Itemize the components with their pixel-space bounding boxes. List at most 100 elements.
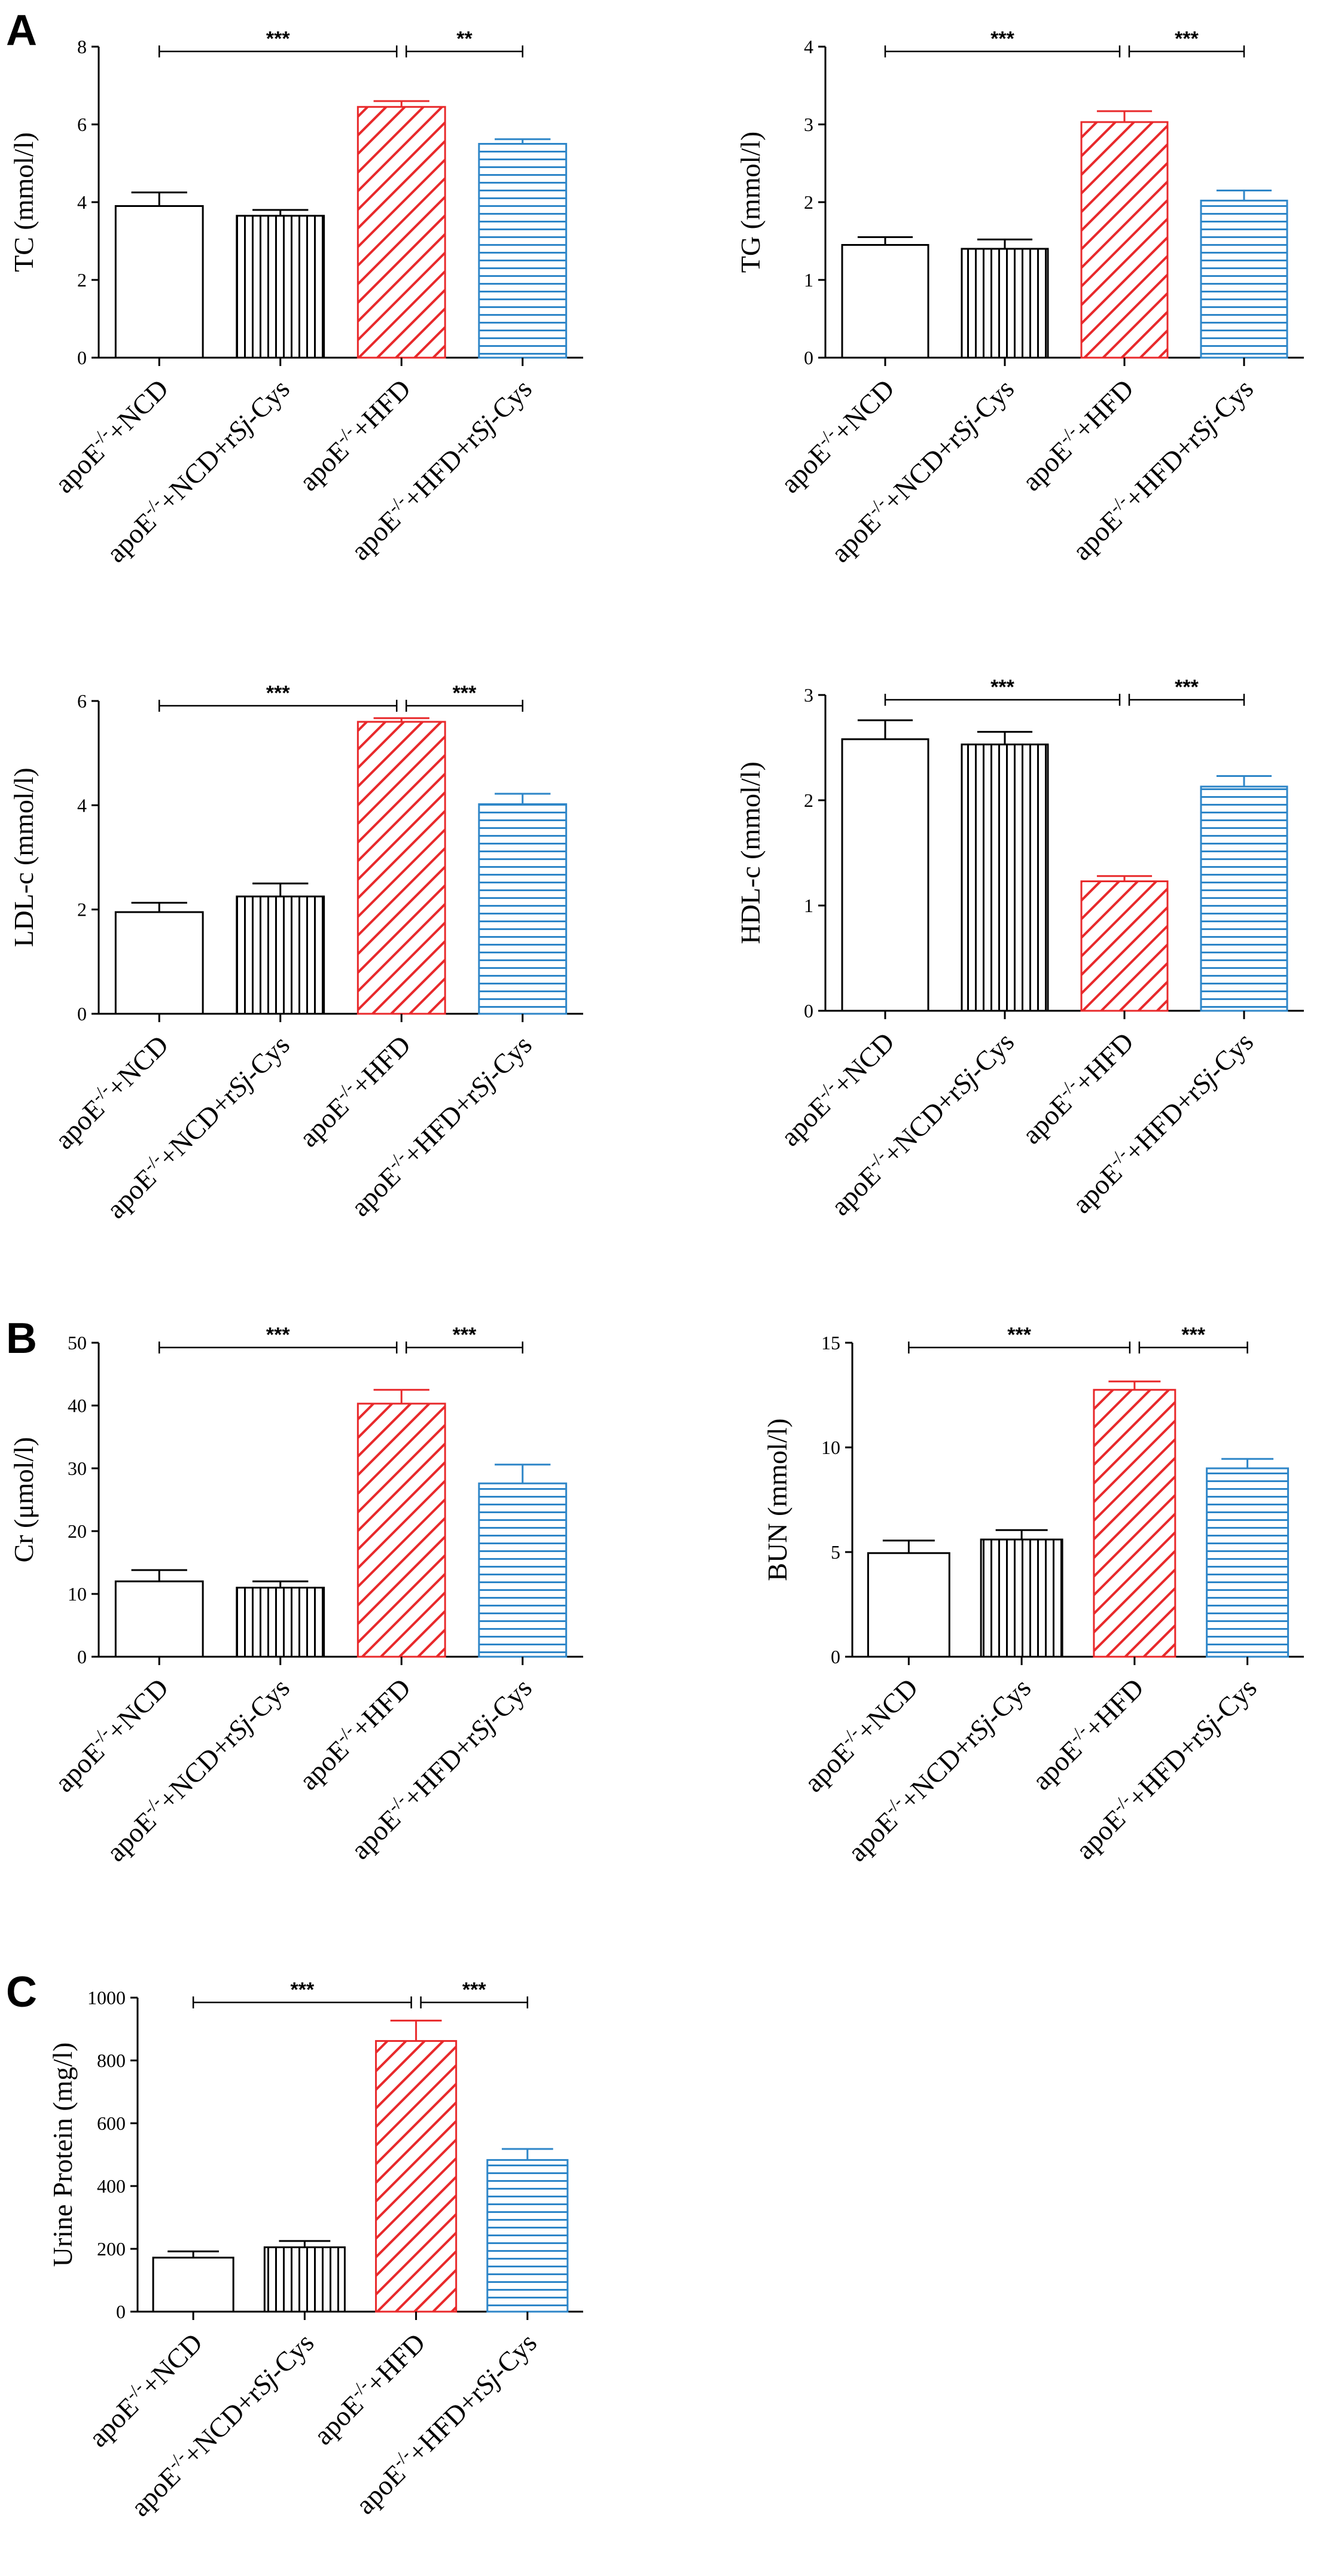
bar: [114, 205, 204, 359]
bar: [841, 738, 929, 1012]
significance-label: ***: [1175, 676, 1199, 699]
x-tick-label: apoE-/-+HFD+rSj-Cys: [349, 2326, 542, 2520]
significance-label: ***: [453, 682, 477, 705]
bar: [478, 1482, 568, 1658]
bar: [114, 1580, 204, 1658]
significance-bracket: ***: [1128, 676, 1245, 706]
significance-label: ***: [266, 682, 290, 705]
significance-label: ***: [266, 1324, 290, 1346]
significance-bracket: ***: [908, 1324, 1131, 1353]
x-tick-label: apoE-/-+NCD: [773, 372, 900, 499]
y-tick-label: 10: [68, 1583, 87, 1605]
x-tick-label: apoE-/-+NCD: [47, 1671, 174, 1798]
significance-bracket: ***: [884, 676, 1121, 706]
x-tick-label: apoE-/-+NCD+rSj-Cys: [840, 1671, 1037, 1867]
y-tick-label: 0: [804, 1000, 813, 1022]
x-tick-label: apoE-/-+NCD+rSj-Cys: [123, 2326, 319, 2522]
y-tick-label: 200: [97, 2238, 126, 2260]
bar: [961, 743, 1049, 1012]
bar: [236, 895, 325, 1015]
bar: [1206, 1467, 1290, 1658]
significance-bracket: ***: [1138, 1324, 1248, 1353]
x-tick-label: apoE-/-+HFD: [292, 1028, 416, 1153]
y-axis-label: Urine Protein (mg/l): [47, 2042, 78, 2267]
y-tick-label: 2: [77, 269, 87, 291]
y-tick-label: 0: [77, 1646, 87, 1667]
bar: [478, 143, 568, 359]
x-tick-label: apoE-/-+HFD: [1015, 372, 1139, 496]
x-tick-label: apoE-/-+NCD: [81, 2326, 208, 2453]
bar: [356, 1403, 446, 1658]
x-tick-label: apoE-/-+HFD: [292, 372, 416, 496]
y-axis-label: TC (mmol/l): [8, 132, 39, 272]
bar: [114, 911, 204, 1015]
y-tick-label: 0: [77, 347, 87, 368]
significance-label: ***: [1181, 1324, 1205, 1346]
significance-label: ***: [1175, 28, 1199, 50]
y-tick-label: 0: [831, 1646, 840, 1667]
bar: [152, 2257, 234, 2313]
chart-bun: 0 5 10 15 BUN (mmol/l) apoE-/-+NCDapoE-/-+NCD…: [762, 1324, 1304, 1867]
y-tick-label: 1: [804, 895, 813, 916]
bar: [1093, 1389, 1176, 1658]
bar: [1080, 880, 1169, 1012]
significance-bracket: ***: [192, 1979, 412, 2008]
y-tick-label: 5: [831, 1541, 840, 1563]
y-tick-label: 0: [77, 1003, 87, 1025]
y-axis-label: HDL-c (mmol/l): [735, 761, 766, 944]
y-tick-label: 6: [77, 690, 87, 712]
panel-label: A: [6, 7, 37, 54]
y-tick-label: 4: [77, 794, 87, 816]
y-tick-label: 10: [821, 1437, 840, 1458]
bar: [867, 1552, 950, 1658]
significance-bracket: ***: [158, 682, 398, 712]
significance-label: ***: [266, 28, 290, 50]
x-tick-label: apoE-/-+NCD: [797, 1671, 923, 1798]
chart-up: C 0 200 400 600 800 1000 Urine Protein (mg/l) ap…: [6, 1968, 583, 2522]
x-tick-label: apoE-/-+HFD: [292, 1671, 416, 1795]
y-tick-label: 2: [77, 899, 87, 920]
y-axis-label: Cr (μmol/l): [8, 1437, 39, 1563]
bar: [478, 803, 568, 1015]
significance-bracket: ***: [1128, 28, 1245, 57]
y-tick-label: 2: [804, 191, 813, 213]
significance-label: ***: [462, 1979, 486, 2001]
y-tick-label: 600: [97, 2112, 126, 2134]
significance-label: ***: [291, 1979, 315, 2001]
y-tick-label: 20: [68, 1520, 87, 1542]
significance-label: ***: [990, 676, 1014, 699]
x-tick-label: apoE-/-+HFD: [1025, 1671, 1149, 1795]
significance-bracket: **: [406, 28, 523, 57]
significance-bracket: ***: [884, 28, 1121, 57]
y-axis-label: TG (mmol/l): [735, 132, 766, 273]
y-tick-label: 1: [804, 269, 813, 291]
significance-bracket: ***: [158, 28, 398, 57]
significance-bracket: ***: [406, 1324, 523, 1353]
panel-label: B: [6, 1315, 37, 1362]
significance-label: ***: [1007, 1324, 1031, 1346]
x-tick-label: apoE-/-+HFD: [1015, 1025, 1139, 1150]
bar: [375, 2040, 458, 2313]
y-tick-label: 0: [116, 2301, 126, 2322]
bar: [263, 2246, 346, 2313]
bar: [236, 1587, 325, 1658]
significance-label: ***: [453, 1324, 477, 1346]
bar: [486, 2159, 569, 2313]
bar: [356, 106, 446, 359]
panel-label: C: [6, 1968, 37, 2016]
bar: [1200, 199, 1288, 359]
significance-bracket: ***: [406, 682, 523, 712]
x-tick-label: apoE-/-+NCD: [47, 1028, 174, 1155]
significance-bracket: ***: [420, 1979, 529, 2008]
bar: [980, 1538, 1063, 1658]
y-tick-label: 4: [77, 191, 87, 213]
y-tick-label: 0: [804, 347, 813, 368]
bar: [1080, 121, 1169, 359]
y-tick-label: 30: [68, 1458, 87, 1479]
bar: [841, 244, 929, 359]
y-axis-label: BUN (mmol/l): [762, 1418, 792, 1581]
